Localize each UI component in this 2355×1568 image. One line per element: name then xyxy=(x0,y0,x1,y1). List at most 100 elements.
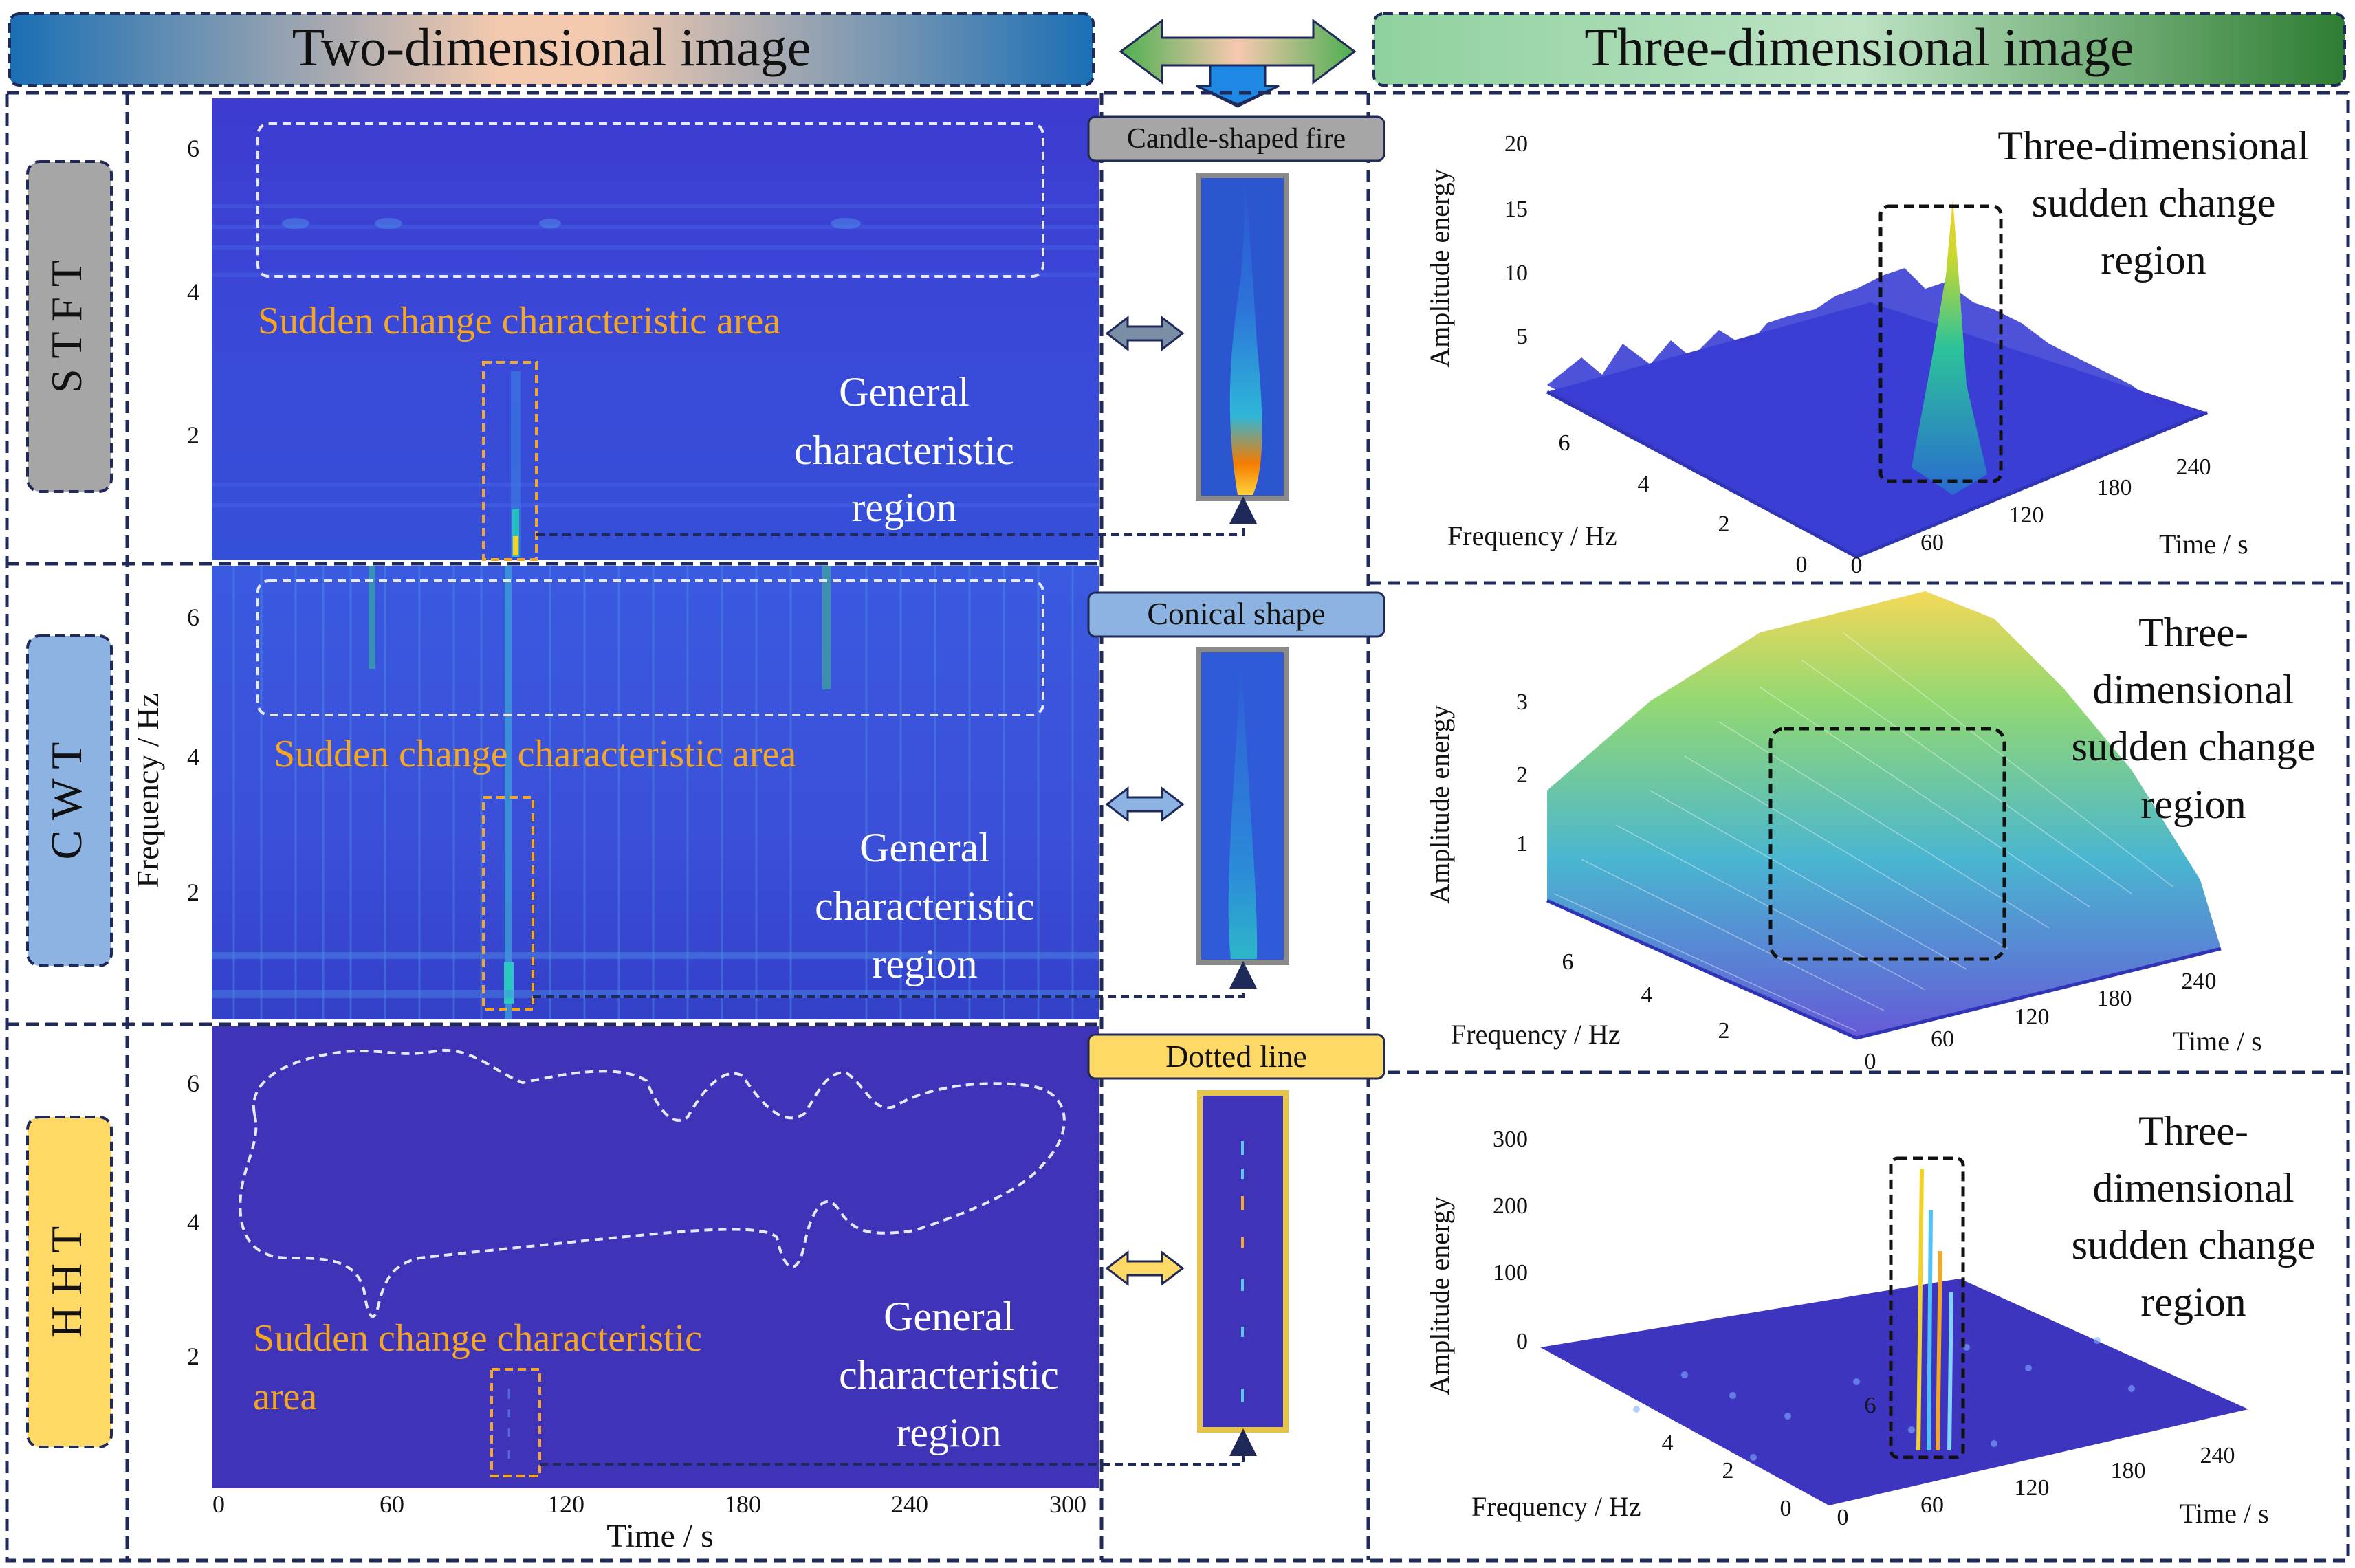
inset-hht xyxy=(1197,1090,1289,1433)
time-ticks-3d: 0 60 120 180 240 0 60 120 180 240 0 60 1… xyxy=(1837,454,2235,1530)
stft-3d-label-3: region xyxy=(2101,237,2206,283)
cwt-3d-label-2: dimensional xyxy=(2092,667,2294,712)
hht-3d-label-2: dimensional xyxy=(2092,1165,2294,1211)
svg-text:2: 2 xyxy=(1516,762,1528,788)
inset-stft xyxy=(1196,173,1289,501)
stft-3d-time-label: Time / s xyxy=(2159,529,2248,560)
double-arrow-stft xyxy=(1105,315,1185,352)
svg-text:2: 2 xyxy=(187,421,199,449)
left-header-title: Two-dimensional image xyxy=(292,17,811,77)
cwt-general-label-3: region xyxy=(872,941,977,986)
svg-text:60: 60 xyxy=(1931,1026,1954,1052)
svg-text:0: 0 xyxy=(1851,553,1863,578)
x-axis-label-2d: Time / s xyxy=(606,1518,714,1554)
svg-text:6: 6 xyxy=(1562,949,1574,975)
hht-spectrogram xyxy=(212,1026,1099,1488)
cwt-3d-label-1: Three- xyxy=(2138,610,2248,655)
badge-hht: H H T xyxy=(26,1116,113,1448)
svg-text:300: 300 xyxy=(1493,1127,1528,1152)
svg-text:0: 0 xyxy=(1780,1496,1792,1521)
svg-text:60: 60 xyxy=(1920,530,1944,555)
badge-stft-label: S T F T xyxy=(42,260,91,393)
z-ticks-3d: 20 15 10 5 3 2 1 300 200 100 0 xyxy=(1493,131,1528,1354)
svg-text:100: 100 xyxy=(1493,1260,1528,1285)
svg-text:2: 2 xyxy=(187,1343,199,1370)
y-axis-label-2d: Frequency / Hz xyxy=(130,693,165,888)
hht-general-contour xyxy=(239,1048,1066,1318)
double-arrow-cwt xyxy=(1105,786,1185,823)
freq-ticks-3d: 6 4 2 0 6 4 2 6 4 2 0 xyxy=(1559,430,1876,1521)
hht-general-label-1: General xyxy=(884,1294,1014,1339)
svg-text:120: 120 xyxy=(547,1490,584,1518)
stft-general-label-3: region xyxy=(851,485,956,530)
svg-text:240: 240 xyxy=(2200,1443,2235,1468)
svg-text:240: 240 xyxy=(891,1490,928,1518)
stft-general-label-2: characteristic xyxy=(794,428,1014,473)
svg-text:4: 4 xyxy=(1641,982,1653,1008)
svg-text:4: 4 xyxy=(1638,472,1650,497)
hht-3d-label-3: sudden change xyxy=(2072,1222,2316,1268)
svg-text:180: 180 xyxy=(2097,986,2132,1011)
cwt-3d-plot xyxy=(1546,591,2222,1040)
svg-text:20: 20 xyxy=(1504,131,1528,157)
cwt-general-label-1: General xyxy=(859,825,990,870)
svg-text:200: 200 xyxy=(1493,1193,1528,1219)
hht-3d-label-1: Three- xyxy=(2138,1108,2248,1153)
svg-text:2: 2 xyxy=(1718,1018,1730,1044)
cwt-3d-label-4: region xyxy=(2140,782,2246,827)
svg-text:10: 10 xyxy=(1504,261,1528,286)
svg-text:5: 5 xyxy=(1516,324,1528,349)
stft-3d-zlabel: Amplitude energy xyxy=(1424,168,1455,367)
svg-text:240: 240 xyxy=(2176,454,2211,480)
cwt-3d-time-label: Time / s xyxy=(2173,1026,2262,1057)
shape-badge-cwt: Conical shape xyxy=(1087,591,1385,638)
badge-hht-label: H H T xyxy=(42,1226,91,1338)
svg-text:3: 3 xyxy=(1516,689,1528,715)
svg-text:2: 2 xyxy=(187,879,199,906)
y-ticks-2d: 6 4 2 6 4 2 6 4 2 xyxy=(187,135,199,1370)
shape-badge-hht: Dotted line xyxy=(1087,1033,1385,1080)
shape-badge-stft: Candle-shaped fire xyxy=(1087,115,1385,162)
stft-sudden-label: Sudden change characteristic area xyxy=(258,300,780,342)
panel-borders xyxy=(5,91,2350,1563)
svg-text:180: 180 xyxy=(2111,1458,2146,1483)
hht-general-label-3: region xyxy=(896,1410,1001,1455)
svg-text:120: 120 xyxy=(2009,503,2044,528)
svg-text:2: 2 xyxy=(1722,1458,1734,1483)
cwt-3d-label-3: sudden change xyxy=(2072,724,2316,769)
right-header: Three-dimensional image xyxy=(1372,12,2346,87)
svg-text:0: 0 xyxy=(1837,1505,1849,1530)
hht-3d-zlabel: Amplitude energy xyxy=(1424,1196,1455,1395)
cwt-general-label-2: characteristic xyxy=(815,883,1035,929)
svg-text:120: 120 xyxy=(2015,1475,2050,1501)
stft-general-label-1: General xyxy=(839,369,970,415)
svg-text:240: 240 xyxy=(2182,969,2217,994)
center-split-arrow xyxy=(1119,19,1357,108)
hht-3d-sudden-box xyxy=(1889,1156,1965,1459)
svg-text:6: 6 xyxy=(187,604,199,631)
stft-sudden-box xyxy=(482,361,538,561)
svg-text:0: 0 xyxy=(1865,1049,1876,1074)
svg-text:180: 180 xyxy=(724,1490,761,1518)
svg-text:60: 60 xyxy=(1920,1492,1944,1518)
svg-text:2: 2 xyxy=(1718,511,1730,537)
svg-text:6: 6 xyxy=(1865,1393,1876,1418)
svg-text:60: 60 xyxy=(380,1490,404,1518)
badge-stft: S T F T xyxy=(26,160,113,493)
hht-general-label-2: characteristic xyxy=(839,1352,1059,1398)
badge-cwt: C W T xyxy=(26,634,113,967)
right-header-title: Three-dimensional image xyxy=(1584,17,2134,77)
hht-3d-label-4: region xyxy=(2140,1279,2246,1325)
svg-text:0: 0 xyxy=(1796,552,1808,577)
svg-text:6: 6 xyxy=(1559,430,1570,456)
svg-text:1: 1 xyxy=(1516,831,1528,857)
stft-3d-plot xyxy=(1546,199,2208,559)
badge-cwt-label: C W T xyxy=(42,742,91,860)
double-arrow-hht xyxy=(1105,1250,1185,1287)
svg-text:15: 15 xyxy=(1504,197,1528,222)
cwt-spectrogram xyxy=(212,566,1099,1019)
cwt-sudden-label: Sudden change characteristic area xyxy=(274,733,796,775)
stft-3d-freq-label: Frequency / Hz xyxy=(1447,520,1617,551)
x-ticks-2d: 0 60 120 180 240 300 xyxy=(212,1490,1086,1518)
